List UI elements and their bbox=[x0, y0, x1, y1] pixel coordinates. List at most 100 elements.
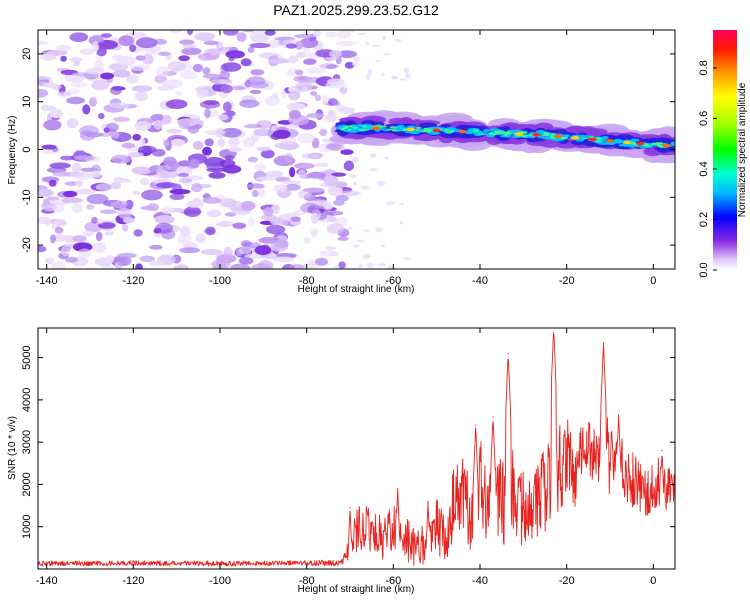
noise-blob bbox=[326, 223, 344, 234]
noise-blob bbox=[304, 237, 311, 244]
noise-blob bbox=[301, 153, 315, 159]
noise-blob bbox=[171, 139, 185, 147]
noise-blob bbox=[50, 109, 63, 118]
noise-blob bbox=[195, 32, 215, 41]
noise-blob bbox=[170, 189, 191, 194]
noise-blob bbox=[270, 218, 284, 225]
noise-blob bbox=[201, 249, 222, 255]
noise-blob bbox=[363, 254, 371, 259]
noise-blob bbox=[181, 48, 201, 56]
snr-peak-point bbox=[427, 501, 428, 502]
ridge-blob bbox=[402, 130, 406, 131]
noise-blob bbox=[96, 183, 113, 191]
snr-y-tick-label: 2000 bbox=[21, 472, 33, 496]
noise-blob bbox=[248, 47, 255, 53]
snr-y-tick-label: 3000 bbox=[21, 430, 33, 454]
noise-blob bbox=[303, 59, 317, 65]
noise-blob bbox=[302, 87, 308, 91]
noise-blob bbox=[243, 137, 255, 147]
ridge-blob bbox=[441, 134, 459, 138]
ridge-blob bbox=[399, 125, 405, 129]
noise-blob bbox=[375, 228, 383, 233]
ridge-blob bbox=[595, 140, 601, 142]
noise-blob bbox=[241, 58, 252, 66]
colorbar-tick-label: 0.2 bbox=[698, 212, 710, 227]
noise-blob bbox=[31, 89, 48, 98]
noise-blob bbox=[324, 205, 333, 210]
noise-blob bbox=[354, 191, 361, 194]
noise-blob bbox=[106, 255, 115, 263]
noise-blob bbox=[86, 204, 94, 210]
noise-blob bbox=[216, 254, 236, 263]
noise-blob bbox=[132, 191, 139, 196]
noise-blob bbox=[239, 100, 259, 108]
ridge-hotspot bbox=[554, 135, 562, 139]
noise-blob bbox=[253, 128, 273, 136]
noise-blob bbox=[358, 264, 362, 267]
noise-blob bbox=[53, 171, 70, 177]
noise-blob bbox=[248, 217, 255, 226]
snr-peak-point bbox=[508, 353, 509, 354]
noise-blob bbox=[219, 70, 230, 80]
noise-blob bbox=[365, 42, 369, 45]
noise-blob bbox=[252, 190, 259, 198]
noise-blob bbox=[91, 217, 98, 224]
noise-blob bbox=[405, 73, 411, 78]
snr-x-tick-label: -100 bbox=[209, 575, 231, 587]
noise-blob bbox=[381, 73, 384, 77]
noise-blob bbox=[74, 189, 95, 195]
noise-blob bbox=[96, 232, 103, 241]
figure-canvas: PAZ1.2025.299.23.52.G12 -140 -120 -100 -80-… bbox=[0, 0, 750, 600]
noise-blob bbox=[98, 113, 105, 119]
noise-blob bbox=[293, 76, 311, 83]
ridge-hotspot bbox=[407, 128, 415, 132]
noise-blob bbox=[288, 91, 300, 100]
noise-blob bbox=[154, 215, 174, 224]
noise-blob bbox=[101, 33, 112, 38]
ridge-blob bbox=[348, 128, 352, 130]
noise-blob bbox=[239, 257, 254, 264]
noise-blob bbox=[248, 82, 268, 89]
noise-blob bbox=[97, 219, 103, 224]
noise-blob bbox=[206, 210, 221, 218]
noise-blob bbox=[329, 217, 337, 222]
noise-blob bbox=[255, 164, 266, 171]
ridge-blob bbox=[362, 125, 366, 127]
ridge-blob bbox=[478, 133, 485, 134]
noise-blob bbox=[298, 169, 306, 178]
noise-blob bbox=[80, 49, 95, 55]
ridge-blob bbox=[381, 126, 387, 128]
noise-blob bbox=[281, 90, 287, 98]
noise-blob bbox=[62, 197, 84, 203]
noise-blob bbox=[319, 63, 339, 69]
ridge-hotspot bbox=[623, 141, 631, 145]
noise-blob bbox=[265, 96, 280, 106]
noise-blob bbox=[134, 121, 151, 131]
snr-x-tick-label: 0 bbox=[650, 575, 656, 587]
noise-blob bbox=[320, 250, 338, 256]
noise-blob bbox=[195, 233, 206, 243]
noise-blob bbox=[55, 227, 64, 234]
noise-blob bbox=[149, 261, 164, 266]
noise-blob bbox=[104, 127, 110, 132]
noise-blob bbox=[306, 68, 325, 74]
noise-blob bbox=[399, 203, 404, 206]
noise-blob bbox=[193, 141, 203, 150]
noise-blob bbox=[367, 263, 374, 268]
snr-x-axis-title: Height of straight line (km) bbox=[298, 584, 415, 595]
noise-blob bbox=[295, 70, 304, 75]
colorbar-label: Normalized spectral amplitude bbox=[737, 82, 748, 217]
noise-blob bbox=[376, 60, 381, 63]
ridge-hotspot bbox=[515, 132, 523, 136]
ridge-blob bbox=[488, 132, 494, 134]
noise-blob bbox=[113, 177, 123, 184]
colorbar-gradient bbox=[713, 30, 737, 270]
noise-blob bbox=[367, 69, 372, 75]
spectrogram-y-tick-label: -20 bbox=[21, 237, 33, 253]
noise-blob bbox=[60, 56, 67, 62]
noise-blob bbox=[95, 56, 102, 61]
noise-blob bbox=[140, 178, 149, 186]
noise-blob bbox=[138, 146, 156, 154]
colorbar-tick-label: 0.0 bbox=[698, 262, 710, 277]
ridge-blob bbox=[416, 127, 422, 129]
